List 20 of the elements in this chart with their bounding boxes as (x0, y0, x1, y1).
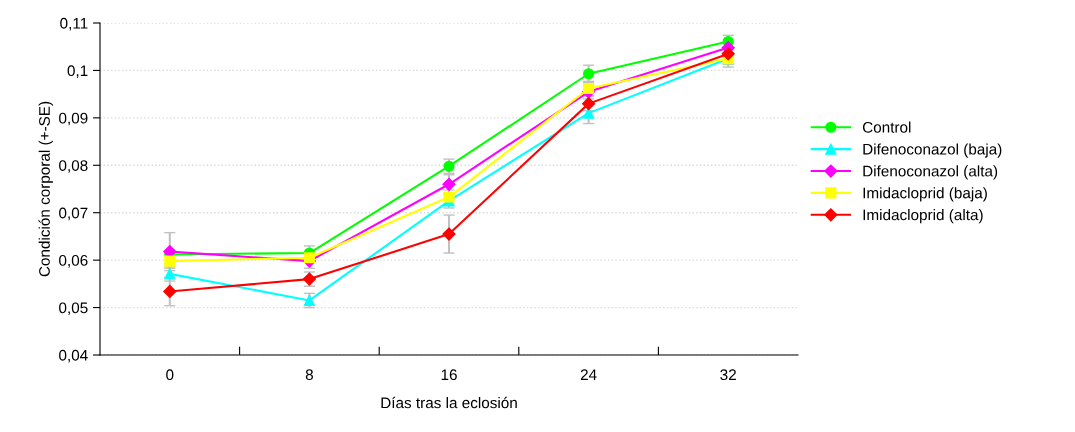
y-tick-label: 0,1 (67, 65, 88, 78)
x-tick-label: 0 (166, 369, 174, 381)
x-tick-label: 32 (720, 369, 736, 381)
y-tick-label: 0,04 (59, 349, 88, 363)
legend-label: Difenoconazol (alta) (863, 165, 998, 180)
y-tick-label: 0,05 (59, 302, 88, 316)
y-axis-title: Condición corporal (+-SE) (38, 101, 53, 277)
y-tick-label: 0,08 (59, 160, 88, 173)
legend-label: Imidacloprid (baja) (863, 187, 987, 202)
y-tick-label: 0,09 (59, 112, 88, 126)
y-tick-label: 0,06 (59, 255, 88, 268)
x-axis-title: Días tras la eclosión (381, 396, 517, 409)
y-tick-label: 0,07 (59, 207, 88, 221)
x-tick-label: 8 (305, 369, 313, 381)
y-tick-label: 0,11 (60, 17, 88, 31)
legend-label: Imidacloprid (alta) (863, 209, 983, 224)
x-tick-label: 16 (441, 369, 457, 381)
legend-label: Control (862, 121, 911, 133)
legend-label: Difenoconazol (baja) (863, 143, 1002, 158)
x-tick-label: 24 (580, 369, 597, 380)
